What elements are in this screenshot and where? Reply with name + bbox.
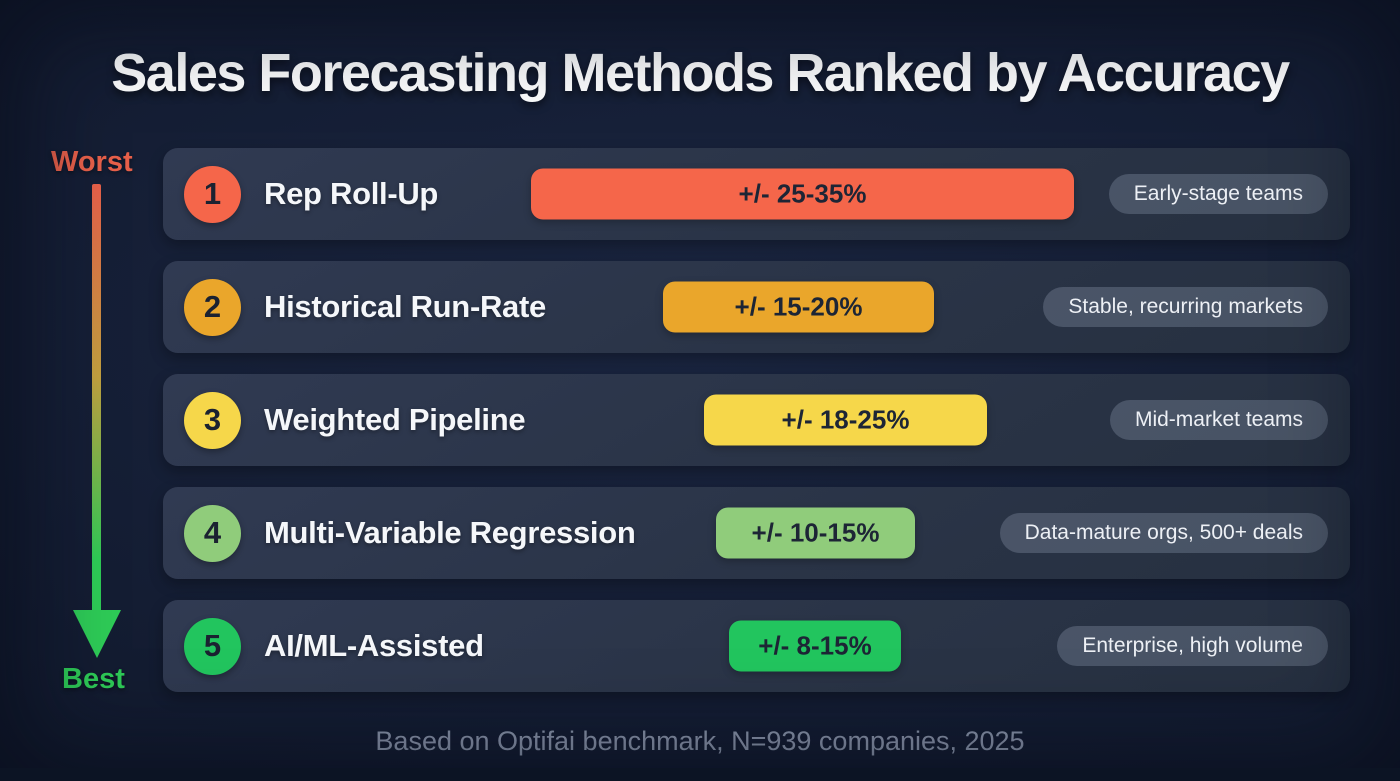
use-case-pill: Mid-market teams — [1109, 400, 1328, 440]
method-name: Rep Roll-Up — [264, 176, 439, 211]
use-case-pill: Data-mature orgs, 500+ deals — [999, 513, 1328, 553]
footer-note: Based on Optifai benchmark, N=939 compan… — [375, 726, 1025, 756]
method-name: Historical Run-Rate — [264, 289, 546, 324]
method-name: Multi-Variable Regression — [264, 515, 636, 550]
rank-badge: 1 — [184, 165, 241, 223]
page-title: Sales Forecasting Methods Ranked by Accu… — [111, 43, 1290, 103]
method-row: 3 Weighted Pipeline +/- 18-25% Mid-marke… — [163, 374, 1350, 466]
rank-badge: 3 — [184, 391, 241, 449]
bottom-strip — [0, 768, 1400, 781]
method-name: AI/ML-Assisted — [264, 628, 484, 663]
rows-list: 1 Rep Roll-Up +/- 25-35% Early-stage tea… — [163, 148, 1350, 713]
gradient-arrow-shaft — [92, 184, 101, 612]
accuracy-bar: +/- 8-15% — [729, 620, 901, 672]
worst-label: Worst — [51, 146, 133, 178]
use-case-pill: Stable, recurring markets — [1043, 287, 1328, 327]
method-row: 4 Multi-Variable Regression +/- 10-15% D… — [163, 487, 1350, 579]
best-label: Best — [62, 663, 125, 695]
accuracy-bar: +/- 15-20% — [663, 281, 934, 333]
method-row: 1 Rep Roll-Up +/- 25-35% Early-stage tea… — [163, 148, 1350, 240]
accuracy-bar: +/- 10-15% — [716, 507, 915, 559]
method-row: 2 Historical Run-Rate +/- 15-20% Stable,… — [163, 261, 1350, 353]
accuracy-bar: +/- 25-35% — [531, 168, 1074, 220]
rank-badge: 5 — [184, 617, 241, 675]
accuracy-bar: +/- 18-25% — [704, 394, 987, 446]
method-name: Weighted Pipeline — [264, 402, 526, 437]
use-case-pill: Enterprise, high volume — [1057, 626, 1328, 666]
method-row: 5 AI/ML-Assisted +/- 8-15% Enterprise, h… — [163, 600, 1350, 692]
use-case-pill: Early-stage teams — [1108, 174, 1328, 214]
rank-badge: 2 — [184, 278, 241, 336]
arrow-down-icon — [73, 610, 121, 658]
rank-badge: 4 — [184, 504, 241, 562]
